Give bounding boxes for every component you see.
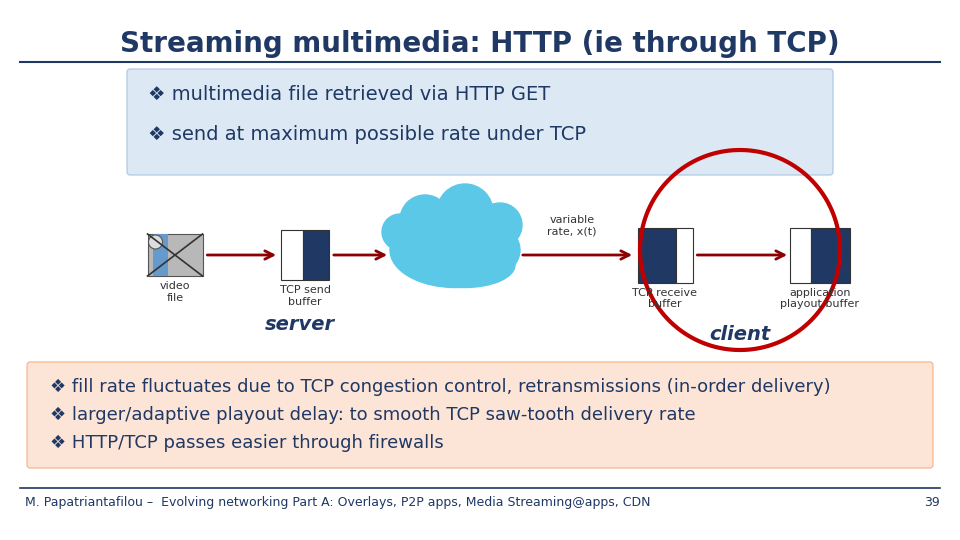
FancyBboxPatch shape <box>27 362 933 468</box>
Text: ❖ multimedia file retrieved via HTTP GET: ❖ multimedia file retrieved via HTTP GET <box>148 85 550 104</box>
Bar <box>676 227 692 282</box>
Text: 39: 39 <box>924 496 940 509</box>
Circle shape <box>478 203 522 247</box>
Ellipse shape <box>390 213 520 287</box>
Text: server: server <box>265 315 335 334</box>
FancyBboxPatch shape <box>127 69 833 175</box>
Bar <box>281 230 302 280</box>
Text: ❖ HTTP/TCP passes easier through firewalls: ❖ HTTP/TCP passes easier through firewal… <box>50 434 444 452</box>
Bar <box>811 227 850 282</box>
Text: application
playout buffer: application playout buffer <box>780 287 859 309</box>
Text: ❖ larger/adaptive playout delay: to smooth TCP saw-tooth delivery rate: ❖ larger/adaptive playout delay: to smoo… <box>50 406 696 424</box>
Ellipse shape <box>415 242 515 287</box>
Bar <box>302 230 329 280</box>
Text: M. Papatriantafilou –  Evolving networking Part A: Overlays, P2P apps, Media Str: M. Papatriantafilou – Evolving networkin… <box>25 496 651 509</box>
Bar <box>637 227 676 282</box>
Bar <box>148 234 203 276</box>
Text: TCP send
buffer: TCP send buffer <box>279 285 330 307</box>
Circle shape <box>149 235 162 249</box>
Text: video
file: video file <box>159 281 190 302</box>
Text: Streaming multimedia: HTTP (ie through TCP): Streaming multimedia: HTTP (ie through T… <box>120 30 840 58</box>
Text: ❖ fill rate fluctuates due to TCP congestion control, retransmissions (in-order : ❖ fill rate fluctuates due to TCP conges… <box>50 378 830 396</box>
Bar <box>153 234 167 276</box>
Text: variable
rate, x(t): variable rate, x(t) <box>547 215 597 237</box>
Circle shape <box>382 214 418 250</box>
Text: ❖ send at maximum possible rate under TCP: ❖ send at maximum possible rate under TC… <box>148 125 586 144</box>
Circle shape <box>437 184 493 240</box>
Circle shape <box>400 195 450 245</box>
Bar <box>790 227 811 282</box>
Text: TCP receive
buffer: TCP receive buffer <box>633 287 698 309</box>
Text: client: client <box>709 325 771 344</box>
